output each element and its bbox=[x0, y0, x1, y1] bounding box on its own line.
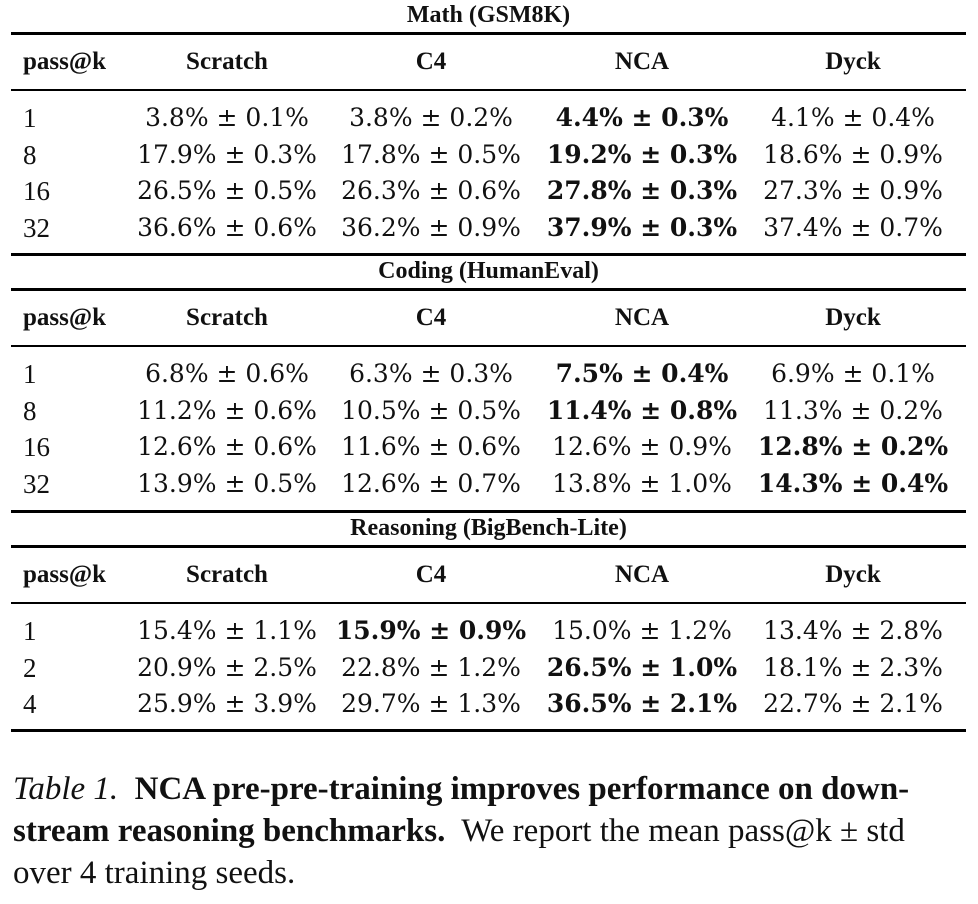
column-header-scratch: Scratch bbox=[186, 304, 268, 331]
row-k-value: 1 bbox=[23, 616, 37, 646]
row-k-value: 32 bbox=[23, 468, 50, 499]
section-title: Math (GSM8K) bbox=[406, 2, 571, 28]
caption-label: Table 1. bbox=[13, 771, 127, 807]
section-separator-rule bbox=[11, 253, 966, 256]
table-cell-nca: 13.8% ± 1.0% bbox=[552, 468, 732, 498]
column-header-dyck: Dyck bbox=[825, 561, 881, 588]
table-cell-c4: 10.5% ± 0.5% bbox=[341, 395, 521, 425]
table-cell-scratch: 12.6% ± 0.6% bbox=[137, 432, 317, 461]
table-cell-dyck: 11.3% ± 0.2% bbox=[763, 395, 943, 425]
table-cell-scratch: 25.9% ± 3.9% bbox=[137, 689, 317, 718]
table-cell-nca: 11.4% ± 0.8% bbox=[546, 395, 738, 425]
column-header-nca: NCA bbox=[614, 48, 670, 75]
row-k-value: 16 bbox=[23, 432, 50, 462]
row-k-value: 1 bbox=[23, 103, 37, 133]
column-header-scratch: Scratch bbox=[186, 48, 268, 75]
table-cell-scratch: 3.8% ± 0.1% bbox=[145, 103, 309, 132]
table-cell-c4: 17.8% ± 0.5% bbox=[341, 139, 521, 169]
header-rule bbox=[11, 89, 966, 91]
table-cell-dyck: 4.1% ± 0.4% bbox=[771, 103, 935, 132]
table-cell-nca: 27.8% ± 0.3% bbox=[546, 176, 738, 205]
table-cell-dyck: 13.4% ± 2.8% bbox=[763, 616, 943, 645]
column-header-c4: C4 bbox=[415, 304, 447, 331]
section-title: Reasoning (BigBench-Lite) bbox=[350, 515, 627, 541]
row-k-value: 1 bbox=[23, 359, 37, 389]
table-cell-dyck: 27.3% ± 0.9% bbox=[763, 176, 943, 205]
table-cell-nca: 15.0% ± 1.2% bbox=[552, 616, 732, 645]
table-cell-nca: 26.5% ± 1.0% bbox=[546, 652, 738, 682]
column-header-c4: C4 bbox=[415, 561, 447, 588]
table-caption: Table 1. NCA pre-pre-training improves p… bbox=[13, 768, 953, 894]
table-cell-nca: 37.9% ± 0.3% bbox=[546, 212, 738, 242]
header-rule bbox=[11, 345, 966, 347]
table-cell-c4: 6.3% ± 0.3% bbox=[349, 359, 513, 388]
table-cell-scratch: 20.9% ± 2.5% bbox=[137, 652, 317, 682]
table-cell-dyck: 22.7% ± 2.1% bbox=[763, 689, 943, 718]
section-title: Coding (HumanEval) bbox=[378, 258, 599, 284]
column-header-pass-at-k: pass@k bbox=[23, 48, 107, 75]
section-separator-rule bbox=[11, 510, 966, 513]
column-header-dyck: Dyck bbox=[825, 304, 881, 331]
table-cell-c4: 26.3% ± 0.6% bbox=[341, 176, 521, 205]
column-header-c4: C4 bbox=[415, 48, 447, 75]
column-header-pass-at-k: pass@k bbox=[23, 561, 107, 588]
table-cell-c4: 11.6% ± 0.6% bbox=[341, 432, 521, 461]
table-cell-dyck: 12.8% ± 0.2% bbox=[757, 432, 949, 461]
column-header-dyck: Dyck bbox=[825, 48, 881, 75]
table-cell-nca: 36.5% ± 2.1% bbox=[546, 689, 738, 718]
table-cell-scratch: 6.8% ± 0.6% bbox=[145, 359, 309, 388]
column-header-nca: NCA bbox=[614, 561, 670, 588]
table-cell-dyck: 18.1% ± 2.3% bbox=[763, 652, 943, 682]
table-cell-dyck: 37.4% ± 0.7% bbox=[763, 212, 943, 242]
table-cell-dyck: 6.9% ± 0.1% bbox=[771, 359, 935, 388]
column-header-nca: NCA bbox=[614, 304, 670, 331]
table-cell-nca: 12.6% ± 0.9% bbox=[552, 432, 732, 461]
top-rule bbox=[11, 545, 966, 548]
table-cell-scratch: 13.9% ± 0.5% bbox=[137, 468, 317, 498]
table-cell-scratch: 15.4% ± 1.1% bbox=[137, 616, 317, 645]
table-cell-c4: 3.8% ± 0.2% bbox=[349, 103, 513, 132]
table-cell-dyck: 14.3% ± 0.4% bbox=[757, 468, 949, 498]
table-cell-c4: 36.2% ± 0.9% bbox=[341, 212, 521, 242]
column-header-scratch: Scratch bbox=[186, 561, 268, 588]
row-k-value: 2 bbox=[23, 652, 37, 683]
table-cell-c4: 15.9% ± 0.9% bbox=[335, 616, 527, 645]
caption-body: We report the mean pass@k ± std over 4 t… bbox=[13, 813, 914, 891]
table-cell-nca: 19.2% ± 0.3% bbox=[546, 139, 738, 169]
table-cell-scratch: 17.9% ± 0.3% bbox=[137, 139, 317, 169]
row-k-value: 4 bbox=[23, 689, 37, 719]
top-rule bbox=[11, 288, 966, 291]
table-cell-c4: 29.7% ± 1.3% bbox=[341, 689, 521, 718]
table-cell-scratch: 11.2% ± 0.6% bbox=[137, 395, 317, 425]
table-cell-scratch: 36.6% ± 0.6% bbox=[137, 212, 317, 242]
table-cell-nca: 4.4% ± 0.3% bbox=[555, 103, 729, 132]
row-k-value: 8 bbox=[23, 395, 37, 426]
table-cell-c4: 22.8% ± 1.2% bbox=[341, 652, 521, 682]
column-header-pass-at-k: pass@k bbox=[23, 304, 107, 331]
caption-headline: NCA pre-pre-training improves performanc… bbox=[13, 771, 910, 849]
table-cell-scratch: 26.5% ± 0.5% bbox=[137, 176, 317, 205]
row-k-value: 8 bbox=[23, 139, 37, 170]
top-rule bbox=[11, 32, 966, 35]
row-k-value: 32 bbox=[23, 212, 50, 243]
row-k-value: 16 bbox=[23, 176, 50, 206]
table-cell-nca: 7.5% ± 0.4% bbox=[555, 359, 729, 388]
bottom-rule bbox=[11, 729, 966, 732]
table-cell-c4: 12.6% ± 0.7% bbox=[341, 468, 521, 498]
header-rule bbox=[11, 602, 966, 604]
table-cell-dyck: 18.6% ± 0.9% bbox=[763, 139, 943, 169]
